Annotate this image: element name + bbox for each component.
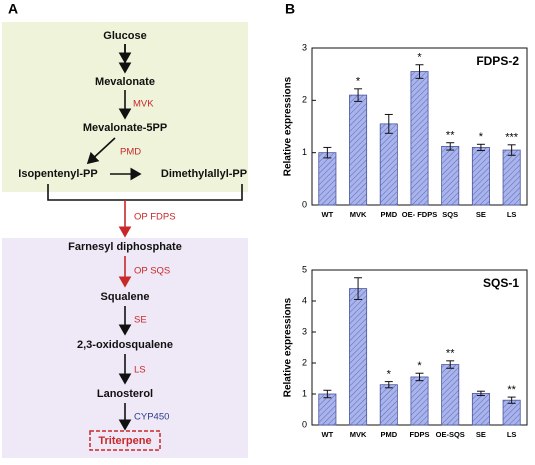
bar bbox=[502, 149, 521, 206]
significance: * bbox=[417, 52, 422, 64]
significance: ** bbox=[507, 384, 516, 396]
x-tick-label: LS bbox=[507, 430, 517, 439]
significance: ** bbox=[446, 130, 455, 142]
error-bar bbox=[384, 381, 393, 389]
bar bbox=[502, 399, 521, 426]
x-tick-label: OE-SQS bbox=[436, 430, 465, 439]
enzyme-label: PMD bbox=[120, 147, 141, 158]
panel-label: B bbox=[285, 1, 295, 17]
significance: ** bbox=[446, 348, 455, 360]
x-tick-label: WT bbox=[322, 430, 334, 439]
enzyme-label: OP FDPS bbox=[134, 212, 176, 223]
enzyme-label: LS bbox=[134, 365, 146, 376]
node: Mevalonate bbox=[95, 76, 155, 88]
bar bbox=[471, 392, 490, 426]
chart-title: SQS-1 bbox=[483, 276, 519, 290]
enzyme-label: SE bbox=[134, 315, 147, 326]
error-bar bbox=[476, 390, 485, 397]
x-tick-label: SE bbox=[476, 430, 486, 439]
error-bar bbox=[384, 113, 393, 134]
y-axis-label: Relative expressions bbox=[283, 76, 294, 176]
bar bbox=[410, 376, 429, 426]
x-tick-label: PMD bbox=[380, 430, 397, 439]
error-bar bbox=[323, 146, 332, 159]
error-bar bbox=[507, 396, 516, 404]
node: Isopentenyl-PP bbox=[18, 168, 97, 180]
significance: * bbox=[356, 76, 361, 88]
enzyme-labels: MVK PMD OP FDPS OP SQS SE LS CYP450 bbox=[120, 99, 176, 423]
node: Lanosterol bbox=[97, 388, 153, 400]
significance: *** bbox=[505, 132, 519, 144]
y-tick-label: 0 bbox=[302, 199, 307, 209]
x-tick-label: MVK bbox=[350, 210, 367, 219]
y-tick-label: 3 bbox=[302, 42, 307, 52]
arrows bbox=[47, 44, 243, 431]
y-axis-label: Relative expressions bbox=[283, 297, 294, 397]
node: Dimethylallyl-PP bbox=[161, 168, 247, 180]
target-box bbox=[89, 430, 161, 451]
panel-label: A bbox=[8, 1, 18, 17]
y-tick-label: 2 bbox=[302, 95, 307, 105]
node: Farnesyl diphosphate bbox=[68, 241, 182, 253]
bar bbox=[441, 364, 460, 426]
bar bbox=[471, 147, 490, 206]
x-tick-label: MVK bbox=[350, 430, 367, 439]
x-tick-label: OE- FDPS bbox=[402, 210, 437, 219]
node: Triterpene bbox=[98, 435, 151, 447]
y-tick-label: 1 bbox=[302, 388, 307, 398]
significance: * bbox=[387, 369, 392, 381]
error-bar bbox=[446, 360, 455, 369]
bar bbox=[441, 145, 460, 206]
significance: * bbox=[417, 360, 422, 372]
node: Squalene bbox=[101, 291, 150, 303]
bar bbox=[349, 288, 368, 426]
enzyme-label: CYP450 bbox=[134, 412, 169, 423]
error-bar bbox=[354, 88, 363, 102]
y-tick-label: 5 bbox=[302, 264, 307, 274]
significance: * bbox=[479, 131, 484, 143]
bar bbox=[318, 152, 337, 206]
node: Glucose bbox=[103, 30, 146, 42]
chart-title: FDPS-2 bbox=[476, 54, 519, 68]
x-tick-label: PMD bbox=[380, 210, 397, 219]
x-tick-label: LS bbox=[507, 210, 517, 219]
error-bar bbox=[446, 142, 455, 151]
error-bar bbox=[354, 277, 363, 300]
bar bbox=[410, 71, 429, 206]
y-tick-label: 3 bbox=[302, 326, 307, 336]
enzyme-label: OP SQS bbox=[134, 266, 170, 277]
y-tick-label: 1 bbox=[302, 147, 307, 157]
x-tick-label: SE bbox=[476, 210, 486, 219]
error-bar bbox=[476, 143, 485, 152]
y-tick-label: 0 bbox=[302, 419, 307, 429]
bar bbox=[379, 123, 398, 206]
node: Mevalonate-5PP bbox=[83, 122, 167, 134]
enzyme-label: MVK bbox=[133, 99, 154, 110]
x-tick-label: WT bbox=[322, 210, 334, 219]
y-tick-label: 4 bbox=[302, 295, 307, 305]
bar bbox=[349, 94, 368, 206]
bar bbox=[318, 393, 337, 426]
y-tick-label: 2 bbox=[302, 357, 307, 367]
x-tick-label: FDPS bbox=[409, 430, 429, 439]
error-bar bbox=[415, 64, 424, 79]
node: 2,3-oxidosqualene bbox=[77, 339, 173, 351]
x-tick-label: SQS bbox=[442, 210, 458, 219]
error-bar bbox=[507, 144, 516, 156]
error-bar bbox=[323, 389, 332, 399]
bar bbox=[379, 384, 398, 426]
error-bar bbox=[415, 372, 424, 382]
